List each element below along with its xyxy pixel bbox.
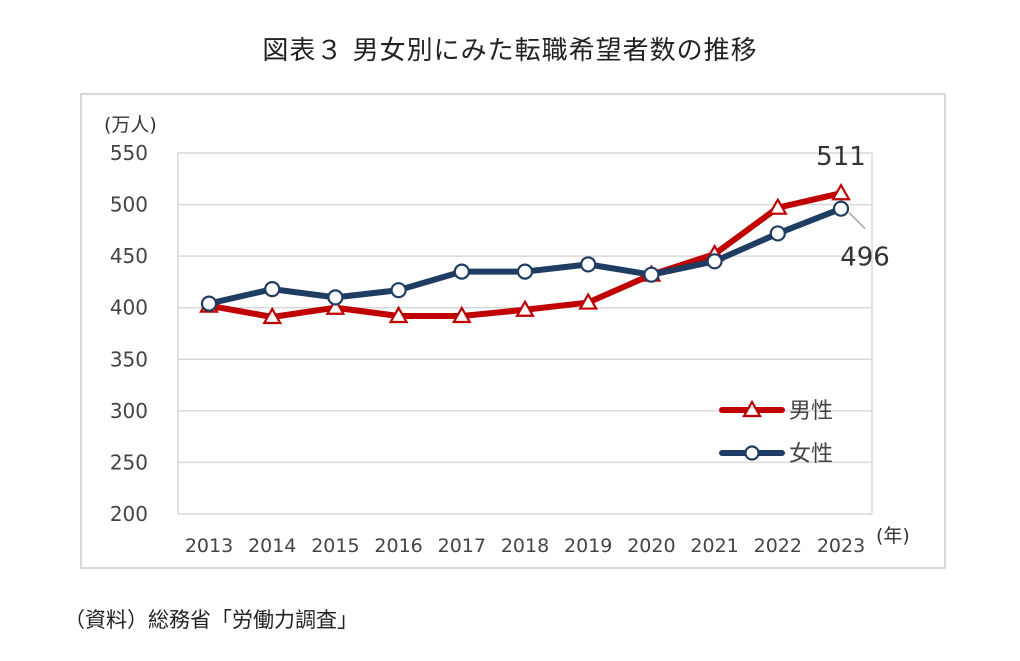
data-label-male-2023: 511	[816, 142, 866, 172]
x-tick-label: 2019	[564, 535, 612, 557]
series-line	[206, 190, 844, 320]
x-axis-ticks: 2013 2014 2015 2016 2017 2018 2019 2020 2021 2022…	[185, 535, 865, 557]
x-tick-label: 2018	[501, 535, 549, 557]
data-point-male	[515, 299, 535, 317]
data-point-male	[831, 183, 851, 201]
grid-lines	[177, 152, 873, 515]
y-tick-label: 450	[110, 244, 148, 268]
data-annotations: 511 496	[816, 142, 890, 272]
data-point-female	[390, 282, 407, 299]
data-point-female	[327, 289, 344, 306]
chart-frame	[80, 93, 946, 569]
chart-title: 図表３ 男女別にみた転職希望者数の推移	[262, 36, 758, 66]
y-tick-label: 550	[110, 141, 148, 165]
data-label-leader-line	[848, 212, 866, 230]
data-point-female	[200, 295, 218, 312]
y-tick-label: 200	[110, 502, 148, 526]
source-note: （資料）総務省「労働力調査」	[64, 608, 358, 632]
x-tick-label: 2023	[817, 535, 865, 557]
series-lines	[199, 183, 851, 325]
y-tick-label: 300	[110, 399, 148, 423]
data-point-male	[388, 305, 409, 324]
x-tick-label: 2013	[185, 535, 233, 557]
data-point-female	[643, 266, 660, 283]
data-point-female	[453, 263, 470, 280]
data-point-female	[769, 225, 786, 242]
x-tick-label: 2016	[374, 535, 422, 557]
legend-label: 女性	[789, 442, 833, 467]
data-point-female	[580, 256, 597, 273]
x-tick-label: 2022	[754, 535, 802, 557]
data-point-male	[262, 306, 283, 325]
data-point-male	[325, 297, 346, 315]
data-point-female	[832, 200, 850, 217]
data-point-female	[264, 281, 281, 298]
y-axis-ticks: 550 500 450 400 350 300 250 200	[110, 141, 148, 526]
y-tick-label: 250	[110, 450, 148, 474]
data-point-female	[516, 263, 534, 280]
y-axis-unit-label: (万人)	[104, 114, 157, 136]
y-tick-label: 500	[110, 193, 148, 217]
data-point-male	[767, 197, 788, 215]
x-tick-label: 2021	[690, 535, 738, 557]
data-point-male	[578, 292, 599, 310]
x-axis-unit-label: (年)	[876, 525, 910, 547]
y-tick-label: 350	[110, 347, 148, 371]
legend-label: 男性	[789, 399, 833, 424]
x-tick-label: 2020	[627, 535, 675, 557]
y-tick-label: 400	[110, 296, 148, 320]
legend-marker-circle	[744, 445, 760, 461]
x-tick-label: 2017	[438, 535, 486, 557]
x-tick-label: 2015	[311, 535, 359, 557]
x-tick-label: 2014	[248, 535, 296, 557]
data-point-female	[706, 253, 723, 270]
data-point-male	[451, 305, 472, 324]
legend-marker-triangle	[742, 399, 762, 418]
data-label-female-2023: 496	[840, 243, 890, 273]
